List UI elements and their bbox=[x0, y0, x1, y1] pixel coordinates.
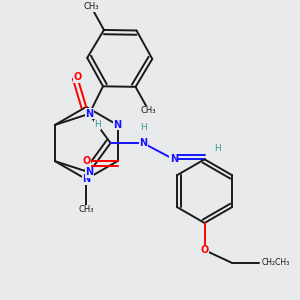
Text: O: O bbox=[73, 73, 82, 82]
Text: O: O bbox=[82, 156, 91, 166]
Text: H: H bbox=[94, 121, 101, 130]
Text: CH₃: CH₃ bbox=[141, 106, 157, 115]
Text: N: N bbox=[170, 154, 178, 164]
Text: N: N bbox=[82, 174, 90, 184]
Text: N: N bbox=[113, 120, 122, 130]
Text: CH₃: CH₃ bbox=[83, 2, 98, 11]
Text: O: O bbox=[200, 245, 209, 255]
Text: H: H bbox=[214, 144, 220, 153]
Text: N: N bbox=[85, 167, 93, 177]
Text: N: N bbox=[85, 109, 93, 119]
Text: H: H bbox=[140, 123, 146, 132]
Text: CH₂CH₃: CH₂CH₃ bbox=[262, 258, 290, 267]
Text: N: N bbox=[139, 138, 147, 148]
Text: CH₃: CH₃ bbox=[78, 206, 94, 214]
